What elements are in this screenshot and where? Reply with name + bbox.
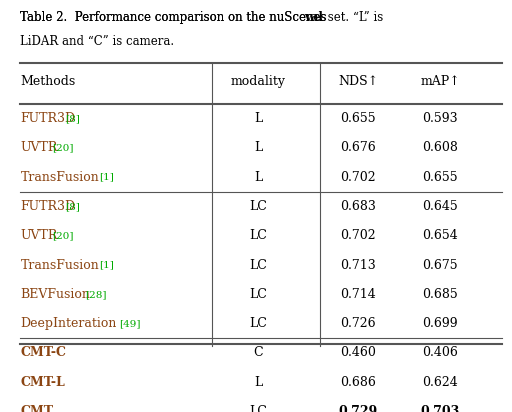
Text: Methods: Methods [20, 75, 76, 88]
Text: Table 2.  Performance comparison on the nuScenes: Table 2. Performance comparison on the n… [20, 11, 331, 23]
Text: 0.703: 0.703 [421, 405, 460, 412]
Text: BEVFusion: BEVFusion [20, 288, 90, 301]
Text: 0.699: 0.699 [422, 317, 458, 330]
Text: LC: LC [250, 200, 267, 213]
Text: 0.655: 0.655 [340, 112, 376, 125]
Text: CMT-C: CMT-C [20, 346, 67, 359]
Text: 0.685: 0.685 [422, 288, 458, 301]
Text: TransFusion: TransFusion [20, 171, 99, 184]
Text: 0.593: 0.593 [422, 112, 458, 125]
Text: C: C [254, 346, 263, 359]
Text: 0.654: 0.654 [422, 229, 458, 242]
Text: 0.676: 0.676 [340, 141, 376, 154]
Text: set. “L” is: set. “L” is [324, 11, 383, 23]
Text: [20]: [20] [52, 143, 74, 152]
Text: 0.645: 0.645 [422, 200, 458, 213]
Text: 0.675: 0.675 [422, 259, 458, 272]
Text: NDS↑: NDS↑ [338, 75, 378, 88]
Text: L: L [254, 171, 263, 184]
Text: [1]: [1] [99, 173, 114, 182]
Text: LC: LC [250, 405, 267, 412]
Text: [49]: [49] [119, 319, 140, 328]
Text: 0.624: 0.624 [422, 376, 458, 389]
Text: 0.713: 0.713 [340, 259, 376, 272]
Text: 0.702: 0.702 [340, 229, 376, 242]
Text: LC: LC [250, 317, 267, 330]
Text: 0.714: 0.714 [340, 288, 376, 301]
Text: 0.655: 0.655 [422, 171, 458, 184]
Text: 0.726: 0.726 [340, 317, 376, 330]
Text: [8]: [8] [66, 114, 80, 123]
Text: [8]: [8] [66, 202, 80, 211]
Text: L: L [254, 112, 263, 125]
Text: DeepInteration: DeepInteration [20, 317, 117, 330]
Text: 0.702: 0.702 [340, 171, 376, 184]
Text: val: val [305, 11, 324, 23]
Text: 0.683: 0.683 [340, 200, 376, 213]
Text: LC: LC [250, 288, 267, 301]
Text: 0.460: 0.460 [340, 346, 376, 359]
Text: mAP↑: mAP↑ [420, 75, 460, 88]
Text: [1]: [1] [99, 260, 114, 269]
Text: 0.406: 0.406 [422, 346, 458, 359]
Text: modality: modality [231, 75, 286, 88]
Text: [28]: [28] [86, 290, 107, 299]
Text: 0.608: 0.608 [422, 141, 458, 154]
Text: 0.729: 0.729 [339, 405, 378, 412]
Text: L: L [254, 141, 263, 154]
Text: Table 2.  Performance comparison on the nuScenes: Table 2. Performance comparison on the n… [20, 11, 331, 23]
Text: CMT-L: CMT-L [20, 376, 65, 389]
Text: FUTR3D: FUTR3D [20, 200, 76, 213]
Text: [20]: [20] [52, 231, 74, 240]
Text: UVTR: UVTR [20, 229, 58, 242]
Text: L: L [254, 376, 263, 389]
Text: CMT: CMT [20, 405, 53, 412]
Text: LiDAR and “C” is camera.: LiDAR and “C” is camera. [20, 35, 175, 48]
Text: LC: LC [250, 259, 267, 272]
Text: FUTR3D: FUTR3D [20, 112, 76, 125]
Text: LC: LC [250, 229, 267, 242]
Text: 0.686: 0.686 [340, 376, 376, 389]
Text: TransFusion: TransFusion [20, 259, 99, 272]
Text: UVTR: UVTR [20, 141, 58, 154]
